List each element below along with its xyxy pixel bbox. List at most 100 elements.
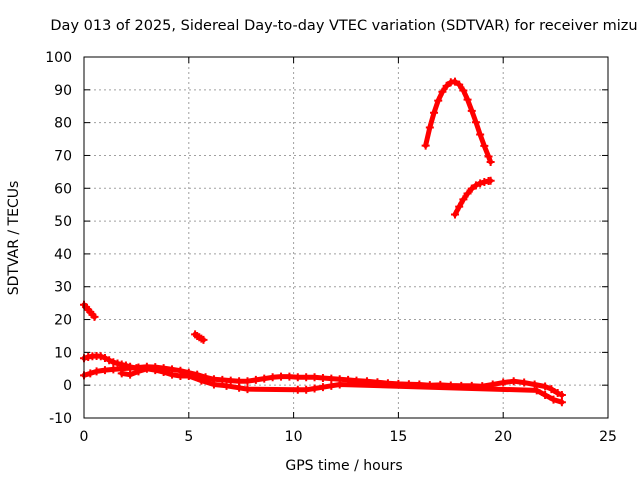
data-point [327,381,336,390]
data-point [318,373,327,382]
data-point [471,118,480,127]
data-point [260,374,269,383]
data-point [553,389,562,398]
data-point [450,210,459,219]
y-tick-label: 80 [54,116,72,132]
data-point [226,376,235,385]
data-point [199,335,208,344]
y-tick-label: 90 [54,83,72,99]
data-point [251,375,260,384]
data-point [532,386,541,395]
data-point [96,352,105,361]
x-tick-label: 10 [285,429,303,445]
data-point [455,80,464,89]
data-point [105,356,114,365]
chart-title: Day 013 of 2025, Sidereal Day-to-day VTE… [50,18,637,34]
data-point [459,195,468,204]
data-point [442,81,451,90]
data-point [222,381,231,390]
data-point [486,158,495,167]
data-point [541,382,550,391]
series-trace [423,79,494,165]
data-point [100,366,109,375]
data-point [467,184,476,193]
data-point [277,372,286,381]
data-point [459,86,468,95]
data-point [430,108,439,117]
series-arc-early-high [80,300,99,321]
y-tick-label: 0 [63,378,72,394]
data-point [92,367,101,376]
data-point [302,373,311,382]
data-point [209,380,218,389]
axis-ticks [83,56,609,419]
data-point [434,96,443,105]
tick-labels: 0 5 10 15 20 25 -10 0 10 20 30 40 50 60 70 80 90 100 [45,50,617,445]
data-point [151,366,160,375]
data-point [100,353,109,362]
data-point [467,106,476,115]
x-tick-label: 15 [389,429,407,445]
data-point [318,383,327,392]
data-point [476,130,485,139]
data-point [117,369,126,378]
data-point [134,367,143,376]
data-point [463,95,472,104]
data-point [530,380,539,389]
data-point [159,368,168,377]
data-point [293,373,302,382]
data-point [557,391,566,400]
data-point [235,383,244,392]
x-tick-label: 25 [599,429,617,445]
data-point [455,202,464,211]
data-point [218,375,227,384]
data-point [480,141,489,150]
x-tick-label: 0 [80,429,89,445]
data-point [486,176,495,185]
data-point [327,374,336,383]
data-point [463,189,472,198]
data-point [109,365,118,374]
series-arc-peak [421,77,495,167]
data-point [168,370,177,379]
y-tick-label: 60 [54,181,72,197]
data-point [90,312,99,321]
x-axis-label: GPS time / hours [285,458,402,474]
data-point [484,152,493,161]
data-point [557,398,566,407]
data-point [285,372,294,381]
data-point [310,373,319,382]
data-point [438,87,447,96]
y-tick-label: -10 [49,411,72,427]
y-tick-label: 40 [54,247,72,263]
data-point [310,384,319,393]
y-tick-label: 50 [54,214,72,230]
data-point [509,377,518,386]
data-point [547,385,556,394]
y-tick-label: 20 [54,313,72,329]
data-point [471,181,480,190]
data-point [499,378,508,387]
y-tick-label: 30 [54,280,72,296]
data-point [176,371,185,380]
data-point [243,377,252,386]
x-tick-label: 20 [494,429,512,445]
data-point [520,378,529,387]
data-point [126,370,135,379]
data-point [243,385,252,394]
data-point [302,385,311,394]
x-tick-label: 5 [184,429,193,445]
data-point [184,371,193,380]
data-point [549,395,558,404]
y-tick-label: 10 [54,345,72,361]
data-point [450,77,459,86]
plot-frame [83,56,609,419]
y-axis-label: SDTVAR / TECUs [6,181,22,296]
data-point [268,373,277,382]
data-point [541,391,550,400]
grid [84,57,608,418]
data-point [476,179,485,188]
y-tick-label: 70 [54,148,72,164]
data-point [142,364,151,373]
